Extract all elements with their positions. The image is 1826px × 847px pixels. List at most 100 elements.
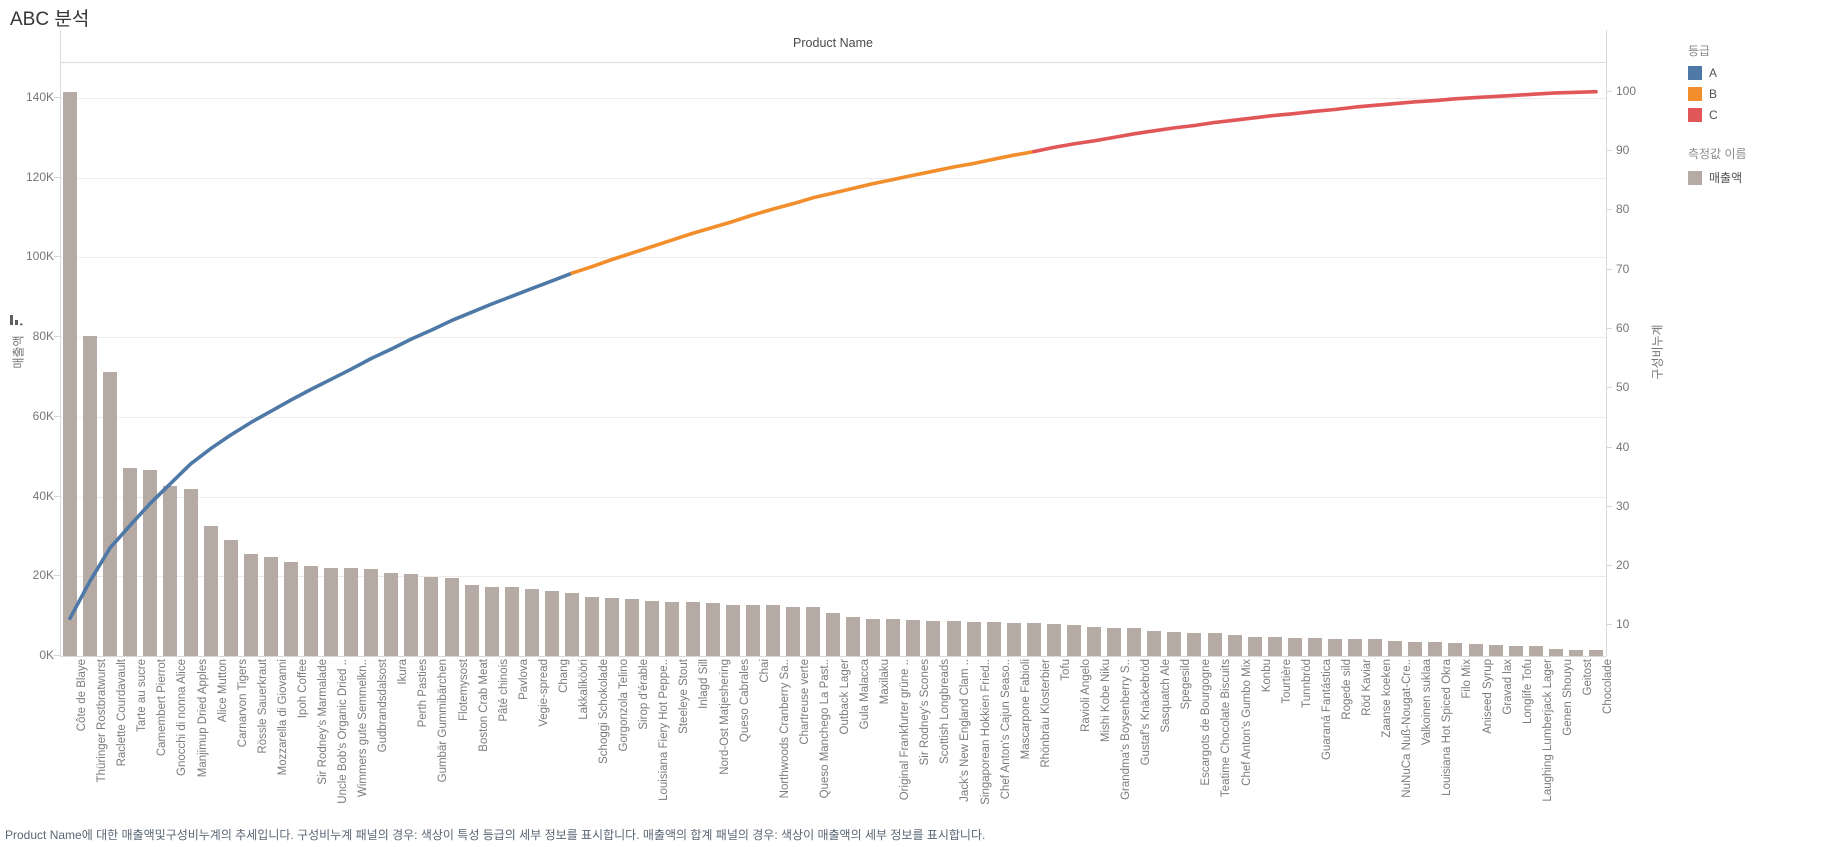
x-axis-label: NuNuCa Nuß-Nougat-Cre.. [1401, 659, 1414, 798]
sales-bar[interactable] [1147, 630, 1162, 656]
x-axis-label: Grandma's Boysenberry S.. [1120, 659, 1133, 800]
x-axis-label: Sasquatch Ale [1160, 659, 1173, 733]
sales-bar[interactable] [163, 486, 178, 656]
sales-bar[interactable] [645, 600, 660, 656]
sales-bar[interactable] [765, 605, 780, 656]
gridline [60, 576, 1606, 578]
sales-bar[interactable] [1368, 639, 1383, 656]
sales-bar[interactable] [1488, 645, 1503, 656]
sales-bar[interactable] [524, 589, 539, 656]
sales-bar[interactable] [625, 598, 640, 656]
sales-bar[interactable] [1227, 634, 1242, 656]
sales-bar[interactable] [605, 597, 620, 656]
cumulative-line-grade-a[interactable] [68, 271, 574, 621]
sales-bar[interactable] [1408, 642, 1423, 656]
sales-bar[interactable] [544, 590, 559, 656]
sales-bar[interactable] [685, 602, 700, 656]
sales-bar[interactable] [1548, 648, 1563, 656]
sales-bar[interactable] [1568, 649, 1583, 656]
sales-bar[interactable] [665, 601, 680, 656]
left-axis-tickmark [54, 256, 60, 258]
sales-bar[interactable] [304, 565, 318, 656]
legend-item-grade-b[interactable]: B [1688, 87, 1818, 101]
sales-bar[interactable] [1528, 646, 1543, 656]
sales-bar[interactable] [404, 573, 419, 656]
sales-bar[interactable] [1046, 624, 1061, 656]
sales-bar[interactable] [1167, 631, 1182, 656]
x-axis-label: Louisiana Hot Spiced Okra [1441, 659, 1454, 796]
sales-bar[interactable] [705, 603, 720, 656]
sales-bar[interactable] [1468, 644, 1483, 656]
sales-bar[interactable] [1428, 642, 1443, 656]
sales-bar[interactable] [123, 467, 138, 656]
x-axis-label: Manjimup Dried Apples [196, 659, 209, 778]
sales-bar[interactable] [324, 568, 339, 656]
sales-bar[interactable] [1327, 638, 1342, 656]
sales-bar[interactable] [805, 607, 820, 656]
sales-bar[interactable] [725, 604, 740, 656]
sales-bar[interactable] [504, 587, 519, 656]
x-axis-label: Chef Anton's Cajun Seaso.. [999, 659, 1012, 800]
sales-bar[interactable] [866, 619, 881, 656]
legend-item-grade-a[interactable]: A [1688, 66, 1818, 80]
x-axis-label: Röd Kaviar [1361, 659, 1373, 716]
sales-bar[interactable] [1448, 643, 1463, 656]
sales-bar[interactable] [464, 584, 479, 656]
sales-bar[interactable] [384, 572, 399, 656]
sales-bar[interactable] [63, 92, 77, 656]
sales-bar[interactable] [1087, 627, 1101, 656]
sales-bar[interactable] [243, 553, 258, 656]
sales-bar[interactable] [1107, 627, 1122, 656]
sales-bar[interactable] [1066, 625, 1081, 656]
sales-bar[interactable] [1026, 623, 1041, 656]
sales-bar[interactable] [203, 525, 218, 656]
sales-bar[interactable] [1247, 636, 1262, 656]
cumulative-line-grade-c[interactable] [1031, 89, 1598, 154]
legend-item-measure[interactable]: 매출액 [1688, 169, 1818, 186]
sales-bar[interactable] [1267, 637, 1282, 656]
sales-bar[interactable] [283, 562, 298, 656]
sales-bar[interactable] [926, 621, 941, 656]
sales-bar[interactable] [103, 372, 118, 656]
sales-bar[interactable] [886, 619, 901, 656]
sales-bar[interactable] [966, 621, 981, 656]
sales-bar[interactable] [143, 469, 158, 656]
sales-bar[interactable] [1508, 646, 1523, 656]
right-axis-tickmark [1606, 209, 1612, 211]
sales-bar[interactable] [826, 613, 840, 656]
sales-bar[interactable] [1207, 632, 1222, 656]
sales-bar[interactable] [364, 568, 379, 656]
sales-bar[interactable] [785, 607, 800, 656]
sales-bar[interactable] [183, 489, 198, 656]
sales-bar[interactable] [565, 593, 579, 656]
sales-bar[interactable] [986, 621, 1001, 656]
sales-bar[interactable] [846, 616, 861, 656]
x-axis-label: Singaporean Hokkien Fried.. [979, 659, 992, 805]
sales-bar[interactable] [424, 577, 439, 656]
x-axis-label: Mishi Kobe Niku [1100, 659, 1112, 743]
x-axis-label: Scottish Longbreads [939, 659, 952, 764]
sales-bar[interactable] [1287, 638, 1302, 656]
sales-bar[interactable] [1127, 627, 1142, 656]
sales-bar[interactable] [745, 605, 760, 656]
sales-bar[interactable] [1388, 641, 1403, 656]
sales-bar[interactable] [906, 620, 921, 656]
sales-bar[interactable] [1187, 632, 1202, 656]
sales-bar[interactable] [585, 596, 600, 656]
sales-bar[interactable] [1006, 622, 1021, 656]
legend-item-grade-c[interactable]: C [1688, 108, 1818, 122]
sales-bar[interactable] [344, 568, 359, 656]
sales-bar[interactable] [1307, 638, 1322, 656]
sales-bar[interactable] [1589, 650, 1603, 656]
sales-bar[interactable] [1348, 639, 1362, 656]
x-axis-header: Product Name [793, 36, 873, 50]
sales-bar[interactable] [444, 577, 459, 656]
sales-bar[interactable] [223, 539, 238, 656]
sales-bar[interactable] [946, 621, 961, 656]
sales-bar[interactable] [484, 586, 499, 656]
x-axis-label: Côte de Blaye [76, 659, 88, 732]
sales-bar[interactable] [263, 556, 278, 656]
x-axis-label: Pâté chinois [497, 659, 510, 722]
gridline [60, 98, 1606, 99]
cumulative-line-grade-b[interactable] [570, 149, 1036, 275]
